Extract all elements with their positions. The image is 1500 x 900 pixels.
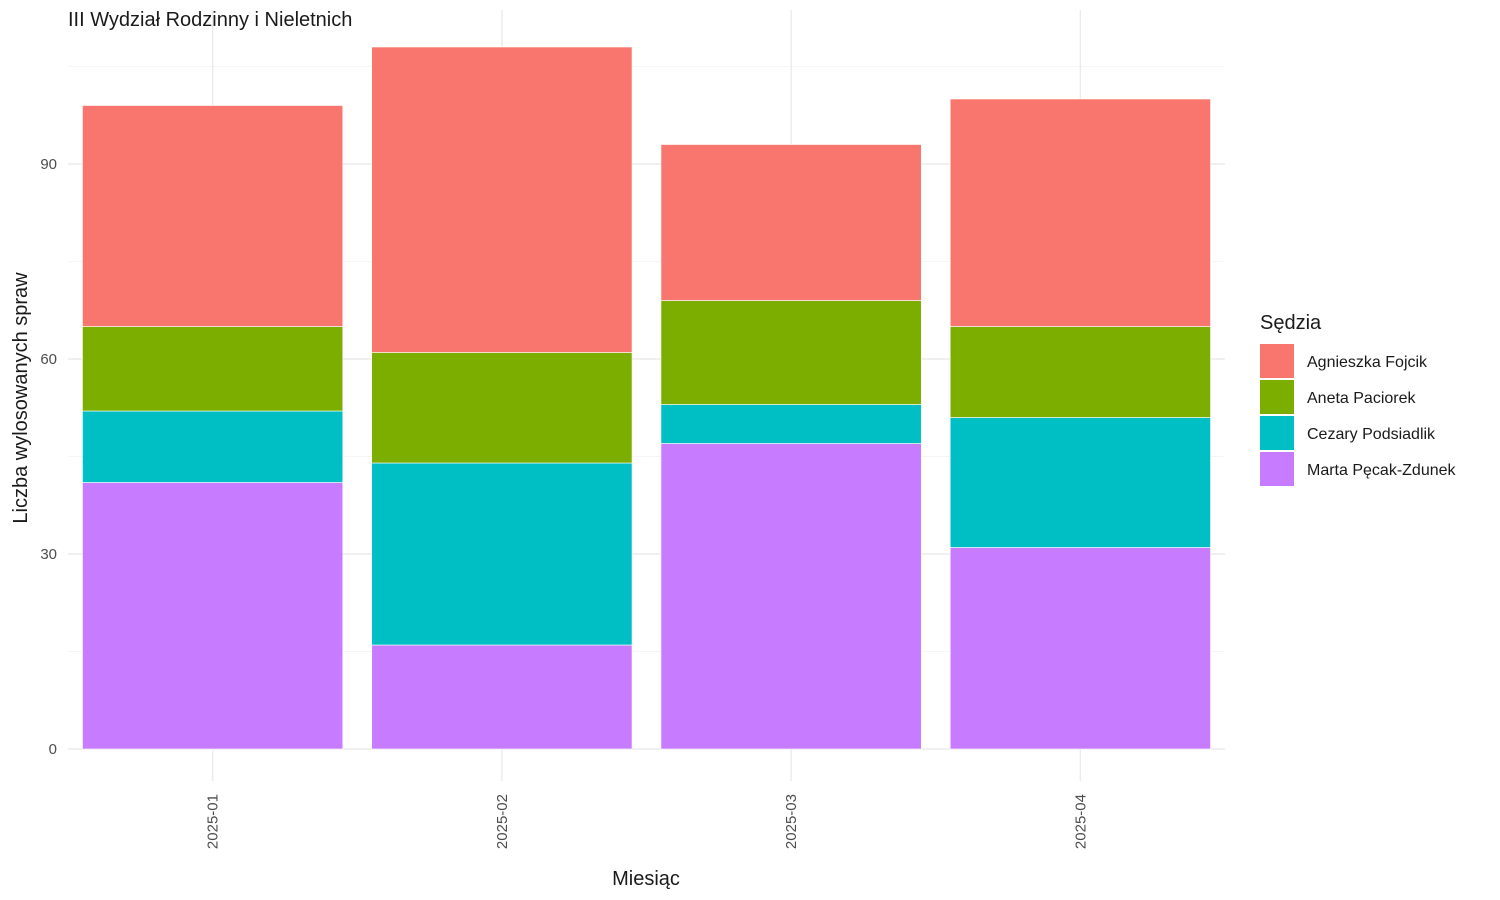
legend-title: Sędzia: [1260, 312, 1322, 334]
bar-segment: [949, 547, 1211, 750]
x-axis-ticks: 2025-01 2025-02 2025-03 2025-04: [205, 794, 1090, 849]
legend: Sędzia Agnieszka Fojcik Aneta Paciorek Cez…: [1260, 312, 1457, 486]
bar-segment: [371, 352, 633, 464]
bar-segment: [82, 326, 344, 412]
bars: [82, 46, 1211, 750]
legend-key: [1260, 452, 1294, 486]
legend-key: [1260, 416, 1294, 450]
x-tick-label: 2025-03: [783, 794, 800, 849]
y-tick-label: 30: [40, 546, 57, 563]
bar-segment: [82, 410, 344, 483]
chart-title: III Wydział Rodzinny i Nieletnich: [68, 9, 352, 31]
y-tick-label: 0: [49, 741, 57, 758]
bar-segment: [660, 144, 922, 301]
legend-key: [1260, 380, 1294, 414]
bar-segment: [660, 300, 922, 405]
y-axis-ticks: 0 30 60 90: [40, 156, 57, 758]
bar-segment: [660, 404, 922, 444]
legend-label: Agnieszka Fojcik: [1307, 354, 1428, 371]
bar-segment: [949, 417, 1211, 548]
x-tick-label: 2025-04: [1072, 794, 1089, 849]
x-tick-label: 2025-02: [494, 794, 511, 849]
bar-segment: [660, 443, 922, 750]
bar-segment: [371, 46, 633, 353]
legend-label: Cezary Podsiadlik: [1307, 426, 1436, 443]
bar-segment: [949, 98, 1211, 327]
legend-label: Aneta Paciorek: [1307, 390, 1417, 407]
x-axis-title: Miesiąc: [612, 868, 680, 890]
bar-segment: [371, 462, 633, 646]
y-axis-title: Liczba wylosowanych spraw: [10, 272, 32, 524]
y-tick-label: 90: [40, 156, 57, 173]
bar-segment: [82, 482, 344, 750]
bar-segment: [949, 326, 1211, 418]
y-tick-label: 60: [40, 351, 57, 368]
legend-key: [1260, 344, 1294, 378]
legend-label: Marta Pęcak-Zdunek: [1307, 462, 1457, 479]
bar-segment: [82, 105, 344, 327]
bar-segment: [371, 644, 633, 750]
x-tick-label: 2025-01: [205, 794, 222, 849]
